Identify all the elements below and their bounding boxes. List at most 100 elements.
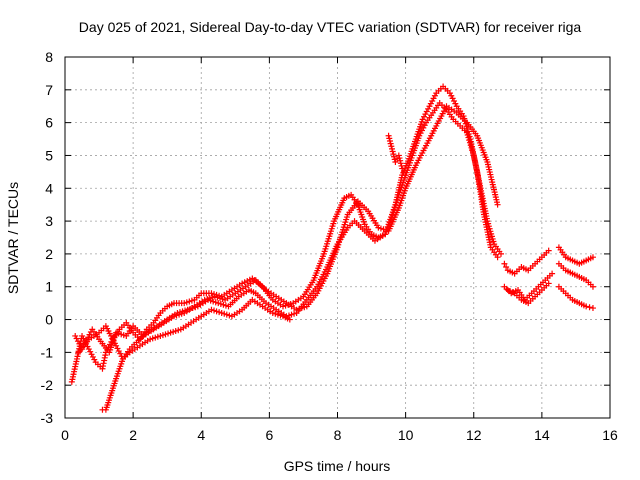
data-point-fill xyxy=(418,127,425,134)
data-point-fill xyxy=(88,351,95,358)
data-point xyxy=(392,159,399,166)
data-point-fill xyxy=(422,111,429,118)
data-point-fill xyxy=(388,143,395,150)
data-point-fill xyxy=(420,124,427,131)
plot-frame xyxy=(64,56,611,419)
data-layer xyxy=(68,83,596,413)
data-point xyxy=(399,165,406,172)
x-axis-label: GPS time / hours xyxy=(284,458,391,474)
data-point-fill xyxy=(450,97,457,104)
data-point-fill xyxy=(400,168,407,175)
data-point xyxy=(395,152,402,159)
data-point xyxy=(113,342,120,349)
data-point xyxy=(416,132,423,139)
y-tick-label: 2 xyxy=(45,246,53,262)
data-point xyxy=(501,260,508,267)
data-point xyxy=(402,172,409,179)
data-point xyxy=(389,145,395,152)
data-point-fill xyxy=(386,138,393,145)
data-point-fill xyxy=(448,92,455,99)
data-point xyxy=(583,303,590,310)
x-tick-label: 2 xyxy=(129,427,137,443)
data-point-fill xyxy=(86,331,93,338)
y-tick-label: 7 xyxy=(45,82,53,98)
data-point-fill xyxy=(421,122,428,129)
data-point-fill xyxy=(91,356,98,363)
data-point xyxy=(589,254,596,261)
data-point xyxy=(385,132,392,139)
data-point xyxy=(72,332,79,339)
data-point-fill xyxy=(76,340,83,347)
data-point xyxy=(589,283,596,290)
y-tick-label: -1 xyxy=(41,344,54,360)
y-tick-label: -3 xyxy=(41,410,54,426)
data-point-fill xyxy=(83,336,90,343)
data-point-fill xyxy=(397,157,404,164)
data-point xyxy=(426,103,433,110)
data-point-fill xyxy=(115,348,122,355)
x-tick-label: 14 xyxy=(534,427,550,443)
data-point-fill xyxy=(387,140,394,147)
data-point-fill xyxy=(73,335,80,342)
x-tick-label: 16 xyxy=(602,427,618,443)
data-point xyxy=(446,90,453,97)
data-point-fill xyxy=(427,100,434,107)
data-point-fill xyxy=(503,264,510,271)
data-point-fill xyxy=(396,155,403,162)
data-point-fill xyxy=(87,348,94,355)
data-point-fill xyxy=(390,151,397,158)
data-point-fill xyxy=(425,105,432,112)
data-point-fill xyxy=(586,304,593,311)
data-point-fill xyxy=(430,95,437,102)
data-point-fill xyxy=(397,160,404,167)
data-point-fill xyxy=(431,92,438,99)
x-tick-label: 0 xyxy=(61,427,69,443)
data-point xyxy=(545,280,552,287)
data-point-fill xyxy=(429,97,436,104)
y-tick-label: 3 xyxy=(45,213,53,229)
data-point xyxy=(286,316,293,323)
y-tick-label: 8 xyxy=(45,49,53,65)
data-point xyxy=(85,346,92,353)
data-point xyxy=(549,270,556,277)
y-axis-label: SDTVAR / TECUs xyxy=(5,182,21,294)
x-tick-label: 8 xyxy=(334,427,342,443)
data-point-fill xyxy=(117,350,124,357)
chart-title: Day 025 of 2021, Sidereal Day-to-day VTE… xyxy=(79,19,582,35)
data-point-fill xyxy=(74,338,81,345)
x-tick-label: 10 xyxy=(398,427,414,443)
data-point-fill xyxy=(85,334,92,341)
data-point-fill xyxy=(80,335,87,342)
data-point xyxy=(79,332,86,339)
data-point xyxy=(545,247,552,254)
data-point-fill xyxy=(417,130,424,137)
x-tick-label: 12 xyxy=(466,427,482,443)
y-tick-label: 5 xyxy=(45,147,53,163)
data-point-fill xyxy=(114,345,121,352)
data-point xyxy=(82,339,89,346)
y-tick-label: 0 xyxy=(45,312,53,328)
data-point-fill xyxy=(423,108,430,115)
data-point xyxy=(494,254,501,261)
data-point-fill xyxy=(452,100,459,107)
y-tick-label: -2 xyxy=(41,377,54,393)
data-point xyxy=(419,116,426,123)
data-point-fill xyxy=(89,353,96,360)
data-point xyxy=(494,201,501,208)
data-point-fill xyxy=(398,162,405,169)
data-point xyxy=(498,250,504,257)
y-tick-label: 6 xyxy=(45,115,53,131)
y-tick-label: 4 xyxy=(45,180,53,196)
grid-layer xyxy=(65,57,610,418)
x-tick-label: 6 xyxy=(265,427,273,443)
data-point-fill xyxy=(421,113,428,120)
data-point-fill xyxy=(389,148,396,155)
data-point xyxy=(589,305,596,312)
y-tick-label: 1 xyxy=(45,279,53,295)
data-point-fill xyxy=(391,153,398,160)
x-tick-label: 4 xyxy=(197,427,205,443)
data-point-fill xyxy=(386,135,393,142)
data-point-fill xyxy=(449,95,456,102)
